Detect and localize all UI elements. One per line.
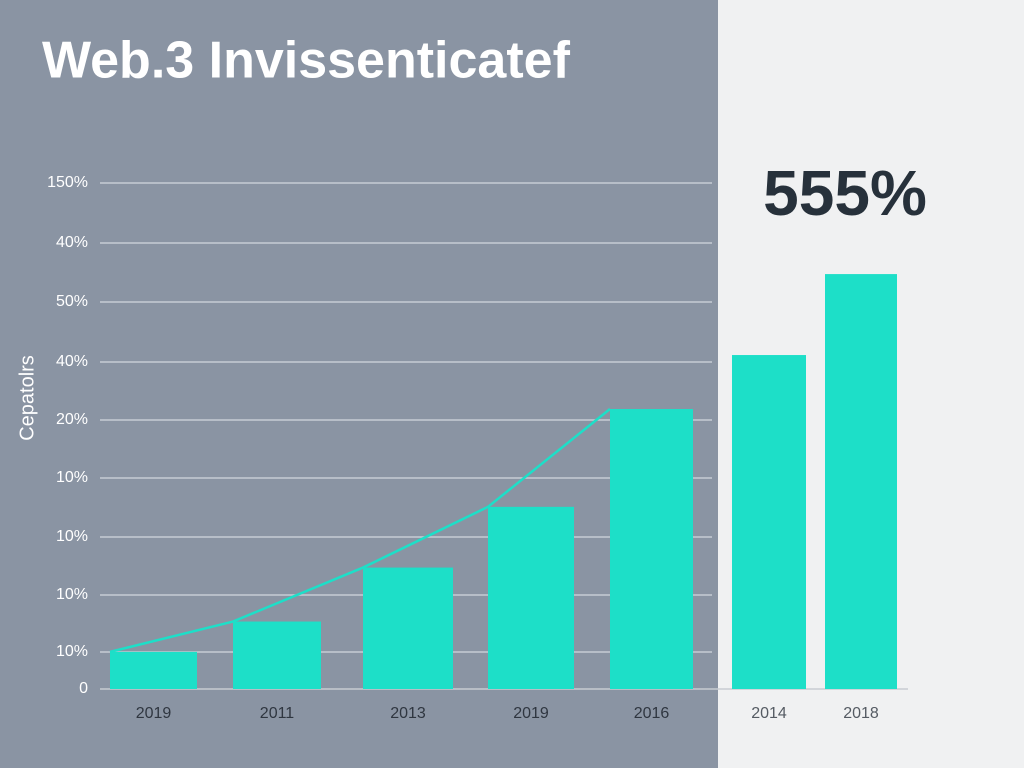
left-panel xyxy=(0,0,718,768)
chart-title: Web.3 Invissenticatef xyxy=(42,32,571,90)
trend-line xyxy=(109,408,611,654)
bar xyxy=(363,567,453,689)
bar xyxy=(488,506,574,689)
x-tick-label: 2016 xyxy=(634,705,670,722)
bar xyxy=(825,274,897,689)
x-tick-label: 2014 xyxy=(751,705,787,722)
x-tick-label: 2019 xyxy=(136,705,172,722)
y-tick-label: 150% xyxy=(47,174,88,191)
y-tick-label: 40% xyxy=(56,234,88,251)
y-tick-label: 20% xyxy=(56,411,88,428)
x-tick-label: 2019 xyxy=(513,705,549,722)
x-tick-label: 2018 xyxy=(843,705,879,722)
y-tick-label: 0 xyxy=(79,680,88,697)
bar xyxy=(732,355,806,689)
bar xyxy=(110,651,197,689)
bar xyxy=(610,409,693,689)
annotation: 555% xyxy=(763,157,927,229)
x-tick-label: 2011 xyxy=(260,705,295,722)
bar xyxy=(233,621,321,689)
y-tick-label: 10% xyxy=(56,586,88,603)
y-tick-label: 40% xyxy=(56,353,88,370)
y-axis-label: Cepatolrs xyxy=(16,355,38,441)
y-tick-label: 10% xyxy=(56,469,88,486)
x-tick-label: 2013 xyxy=(390,705,426,722)
y-tick-label: 50% xyxy=(56,293,88,310)
y-tick-label: 10% xyxy=(56,643,88,660)
y-tick-label: 10% xyxy=(56,528,88,545)
